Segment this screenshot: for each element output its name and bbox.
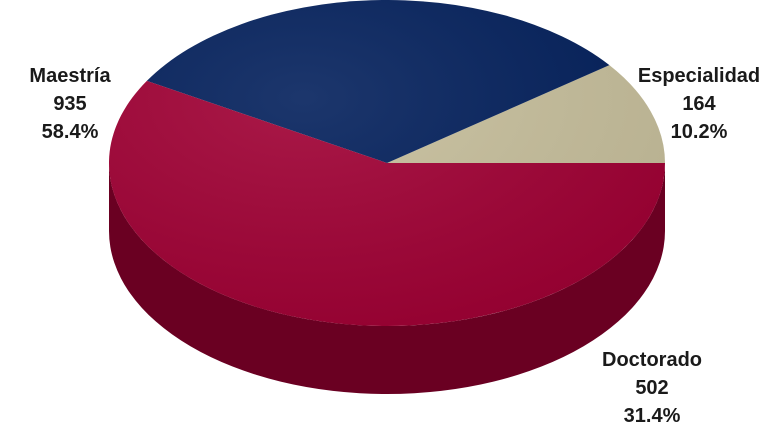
slice-percent-maestria: 58.4% [41, 121, 99, 143]
slice-label-maestria: Maestría 935 58.4% [10, 62, 130, 146]
pie-side-maestria [109, 163, 665, 394]
slice-value-doctorado: 502 [635, 377, 669, 399]
slice-label-especialidad: Especialidad 164 10.2% [624, 62, 774, 146]
slice-name-especialidad: Especialidad [637, 65, 761, 87]
slice-label-doctorado: Doctorado 502 31.4% [582, 346, 722, 430]
slice-name-maestria: Maestría [29, 65, 111, 87]
slice-value-maestria: 935 [53, 93, 87, 115]
slice-value-especialidad: 164 [682, 93, 716, 115]
slice-percent-doctorado: 31.4% [623, 405, 681, 427]
slice-percent-especialidad: 10.2% [670, 121, 728, 143]
slice-name-doctorado: Doctorado [602, 349, 702, 371]
